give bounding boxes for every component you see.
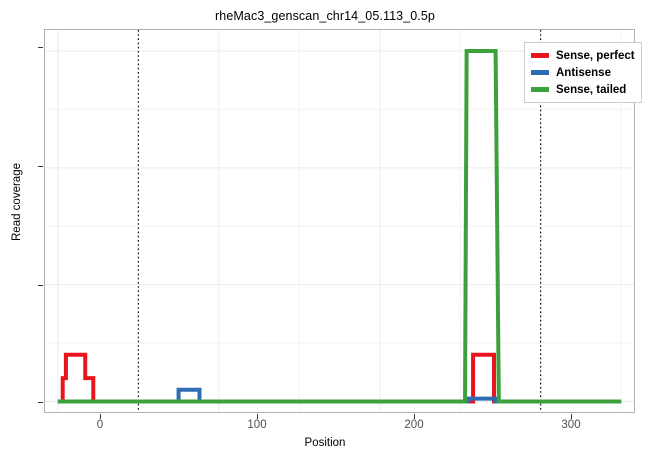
legend-swatch-icon <box>531 53 549 58</box>
legend-swatch-icon <box>531 70 549 75</box>
x-tick-label-0: 0 <box>96 419 104 431</box>
series-line <box>57 49 622 404</box>
x-axis-label: Position <box>304 437 346 449</box>
legend-label-sense-perfect: Sense, perfect <box>556 49 635 62</box>
legend-key-sense-tailed <box>529 81 551 98</box>
series-line <box>57 352 622 404</box>
x-tick-label-100: 100 <box>247 419 267 431</box>
y-axis-label: Read coverage <box>11 163 23 241</box>
y-tick-mark-15 <box>38 47 43 48</box>
legend-item-sense-perfect[interactable]: Sense, perfect <box>529 47 635 64</box>
legend-label-antisense: Antisense <box>556 66 611 79</box>
x-tick-label-300: 300 <box>561 419 581 431</box>
legend-swatch-icon <box>531 87 549 92</box>
x-tick-mark-100 <box>257 414 258 419</box>
y-tick-mark-5 <box>38 285 43 286</box>
legend-key-sense-perfect <box>529 47 551 64</box>
x-tick-label-200: 200 <box>404 419 424 431</box>
x-tick-mark-200 <box>414 414 415 419</box>
series-layer <box>57 49 622 404</box>
page-title: rheMac3_genscan_chr14_05.113_0.5p <box>215 9 435 23</box>
legend-item-sense-tailed[interactable]: Sense, tailed <box>529 81 635 98</box>
y-tick-mark-0 <box>38 402 43 403</box>
x-tick-mark-300 <box>571 414 572 419</box>
legend-label-sense-tailed: Sense, tailed <box>556 83 627 96</box>
legend: Sense, perfect Antisense Sense, tailed <box>524 42 642 103</box>
legend-item-antisense[interactable]: Antisense <box>529 64 635 81</box>
y-tick-mark-10 <box>38 166 43 167</box>
x-tick-mark-0 <box>100 414 101 419</box>
legend-key-antisense <box>529 64 551 81</box>
